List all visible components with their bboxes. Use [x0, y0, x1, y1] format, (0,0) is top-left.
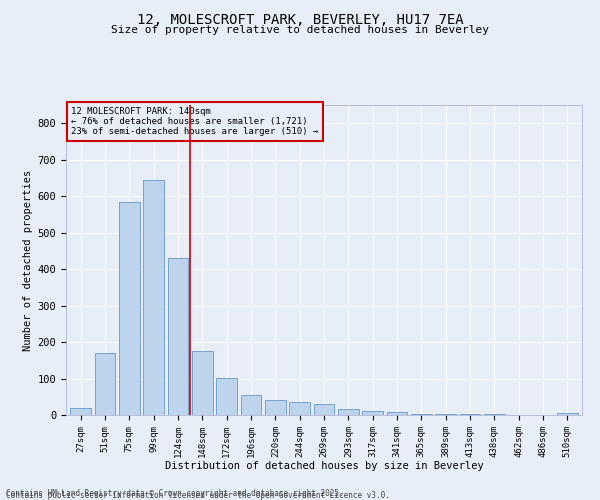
Bar	[436, 414, 456, 415]
Bar	[411, 414, 432, 415]
Bar	[95, 353, 115, 415]
Bar	[314, 404, 334, 415]
Bar	[484, 414, 505, 415]
X-axis label: Distribution of detached houses by size in Beverley: Distribution of detached houses by size …	[164, 461, 484, 471]
Text: Contains public sector information licensed under the Open Government Licence v3: Contains public sector information licen…	[6, 491, 390, 500]
Text: Size of property relative to detached houses in Beverley: Size of property relative to detached ho…	[111, 25, 489, 35]
Text: 12 MOLESCROFT PARK: 140sqm
← 76% of detached houses are smaller (1,721)
23% of s: 12 MOLESCROFT PARK: 140sqm ← 76% of deta…	[71, 106, 319, 136]
Bar	[70, 408, 91, 415]
Bar	[557, 413, 578, 415]
Text: Contains HM Land Registry data © Crown copyright and database right 2025.: Contains HM Land Registry data © Crown c…	[6, 488, 344, 498]
Bar	[362, 410, 383, 415]
Bar	[289, 402, 310, 415]
Bar	[265, 400, 286, 415]
Bar	[241, 395, 262, 415]
Bar	[460, 414, 481, 415]
Bar	[192, 351, 212, 415]
Bar	[386, 412, 407, 415]
Bar	[216, 378, 237, 415]
Y-axis label: Number of detached properties: Number of detached properties	[23, 170, 34, 350]
Bar	[167, 258, 188, 415]
Bar	[338, 409, 359, 415]
Text: 12, MOLESCROFT PARK, BEVERLEY, HU17 7EA: 12, MOLESCROFT PARK, BEVERLEY, HU17 7EA	[137, 12, 463, 26]
Bar	[119, 202, 140, 415]
Bar	[143, 180, 164, 415]
